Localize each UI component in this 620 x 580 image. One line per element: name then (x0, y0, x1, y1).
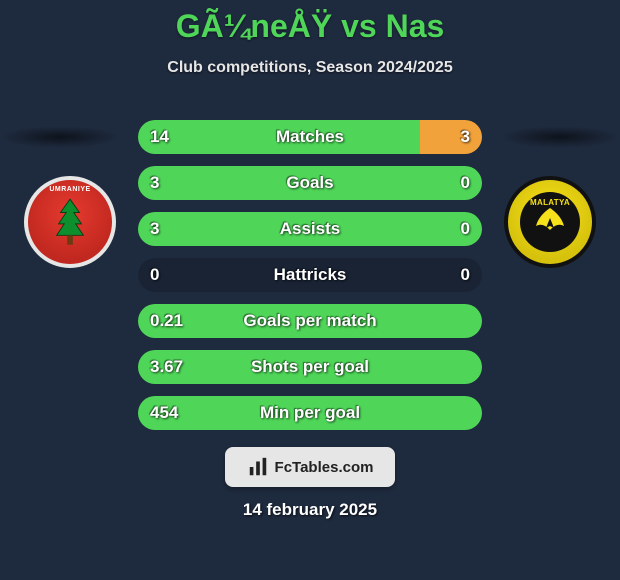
stat-label: Matches (138, 120, 482, 154)
stat-row: 454 Min per goal (138, 396, 482, 430)
tree-icon (51, 197, 89, 247)
club-badge-left: UMRANIYE (24, 176, 116, 268)
stat-label: Hattricks (138, 258, 482, 292)
stat-row: 3 Goals 0 (138, 166, 482, 200)
club-badge-left-text: UMRANIYE (49, 186, 90, 193)
club-badge-right-inner: MALATYA (520, 192, 580, 252)
stat-label: Assists (138, 212, 482, 246)
stats-container: 14 Matches 3 3 Goals 0 3 Assists 0 0 Hat… (138, 120, 482, 442)
shadow-oval-right (500, 126, 620, 148)
shadow-oval-left (0, 126, 120, 148)
club-badge-right-text: MALATYA (530, 198, 570, 207)
page-title: GÃ¼neÅŸ vs Nas (0, 0, 620, 45)
eagle-icon (530, 202, 570, 242)
stat-label: Goals (138, 166, 482, 200)
stat-label: Min per goal (138, 396, 482, 430)
date-text: 14 february 2025 (0, 500, 620, 520)
stat-row: 0 Hattricks 0 (138, 258, 482, 292)
brand-text: FcTables.com (275, 459, 374, 476)
stat-label: Shots per goal (138, 350, 482, 384)
stat-row: 3.67 Shots per goal (138, 350, 482, 384)
stat-right-value: 3 (461, 120, 470, 154)
stat-right-value: 0 (461, 212, 470, 246)
stat-row: 3 Assists 0 (138, 212, 482, 246)
stat-row: 0.21 Goals per match (138, 304, 482, 338)
stat-row: 14 Matches 3 (138, 120, 482, 154)
stat-right-value: 0 (461, 166, 470, 200)
page-subtitle: Club competitions, Season 2024/2025 (0, 59, 620, 77)
bar-chart-icon (247, 456, 269, 478)
stat-right-value: 0 (461, 258, 470, 292)
stat-label: Goals per match (138, 304, 482, 338)
brand-box: FcTables.com (225, 447, 395, 487)
club-badge-right: MALATYA (504, 176, 596, 268)
